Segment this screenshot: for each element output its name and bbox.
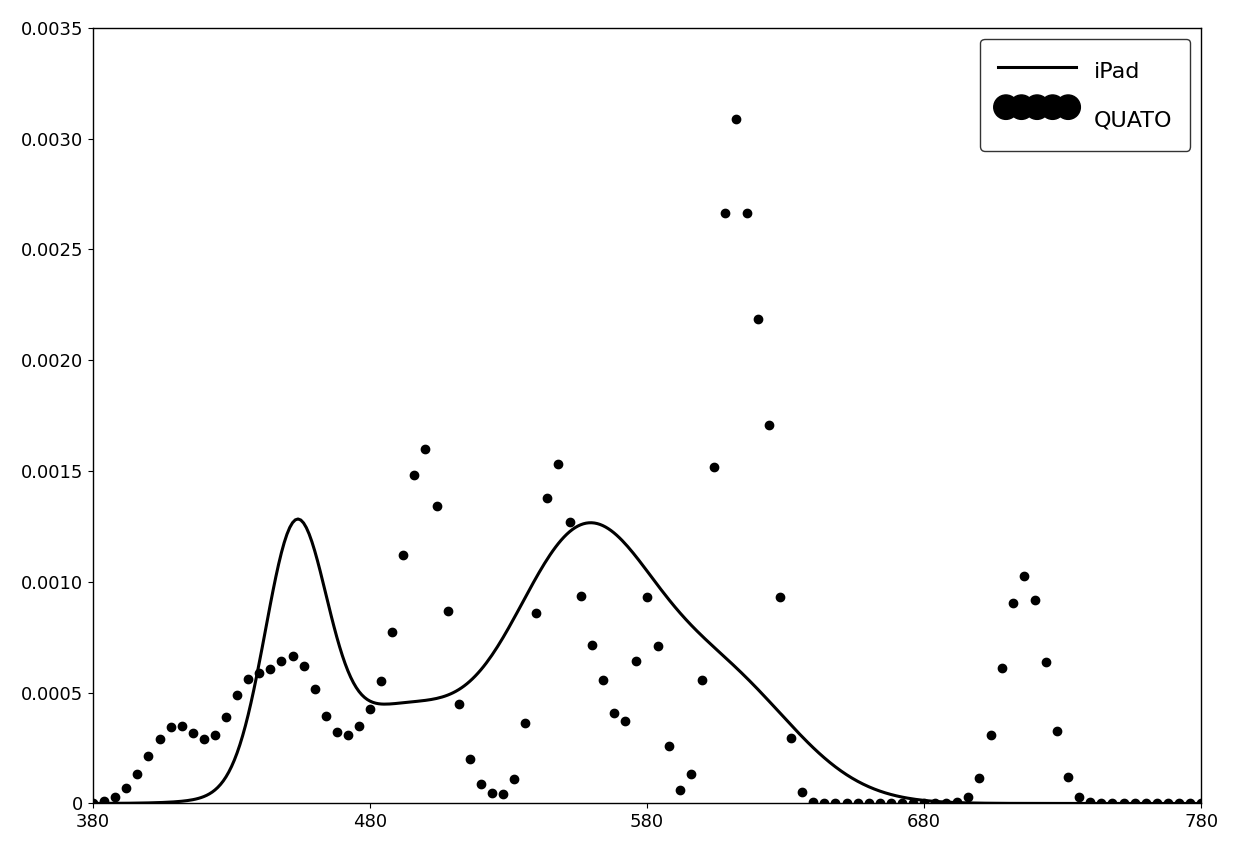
QUATO	[363, 704, 378, 714]
QUATO	[872, 798, 887, 809]
QUATO	[928, 798, 943, 809]
iPad	[1193, 798, 1208, 809]
Legend: iPad, QUATO: iPad, QUATO	[980, 39, 1189, 151]
iPad	[794, 732, 809, 742]
iPad	[291, 514, 306, 524]
QUATO	[729, 114, 743, 124]
QUATO	[164, 722, 178, 732]
iPad	[487, 646, 502, 656]
iPad	[85, 798, 100, 809]
Line: iPad: iPad	[93, 519, 1201, 803]
Line: QUATO: QUATO	[89, 115, 1206, 808]
QUATO	[762, 420, 777, 430]
QUATO	[1193, 798, 1208, 809]
iPad	[695, 631, 710, 642]
QUATO	[85, 797, 100, 808]
iPad	[229, 748, 244, 758]
iPad	[646, 573, 660, 584]
iPad	[900, 793, 914, 803]
QUATO	[595, 675, 610, 685]
